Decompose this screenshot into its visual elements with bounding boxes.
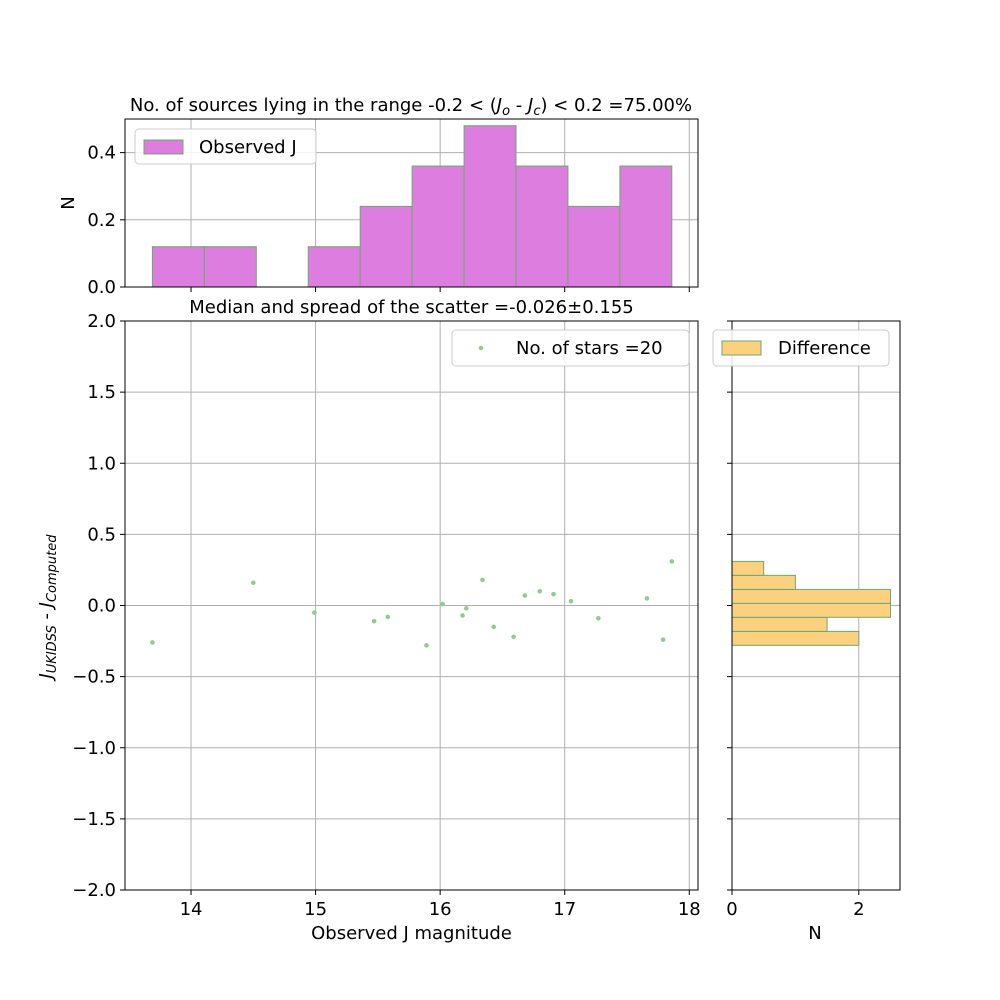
- scatter-point: [491, 624, 497, 630]
- side-x-tick-label: 2: [853, 899, 864, 920]
- top-title-part: c: [533, 104, 540, 119]
- top-hist-bar: [619, 165, 673, 288]
- side-hist-bar: [731, 616, 828, 632]
- top-hist-bar: [567, 205, 621, 288]
- side-hist-bar: [731, 574, 796, 590]
- side-legend: Difference: [712, 329, 890, 367]
- top-y-tick-label: 0.2: [87, 210, 116, 231]
- main-legend-label: No. of stars =20: [516, 338, 663, 359]
- side-legend-box: [712, 329, 890, 367]
- top-title-part: J: [525, 95, 533, 116]
- main-y-tick-label: 1.5: [87, 382, 116, 403]
- main-x-tick-label: 17: [553, 899, 576, 920]
- scatter-point: [669, 559, 675, 564]
- top-hist-bar: [203, 246, 257, 288]
- top-legend: Observed J: [134, 128, 317, 165]
- top-legend-label: Observed J: [199, 137, 297, 158]
- scatter-point: [251, 580, 256, 586]
- main-y-tick-label: −1.5: [72, 809, 116, 830]
- top-hist-bar: [359, 205, 413, 288]
- top-legend-box: [134, 128, 317, 165]
- scatter-point: [371, 618, 377, 624]
- main-y-tick-label: 2.0: [87, 311, 116, 332]
- side-x-tick-label: 0: [726, 899, 737, 920]
- main-y-axis-label-part: -: [36, 607, 57, 625]
- top-y-tick-label: 0.4: [87, 143, 116, 164]
- main-x-tick-label: 14: [180, 899, 203, 920]
- scatter-point: [596, 616, 601, 621]
- scatter-point: [551, 591, 556, 597]
- scatter-point: [464, 606, 469, 611]
- side-legend-label: Difference: [778, 338, 871, 359]
- top-hist-bar: [463, 125, 517, 288]
- top-y-axis-label: N: [58, 196, 79, 209]
- top-axes-frame: [124, 118, 699, 288]
- top-legend-swatch: [143, 139, 184, 155]
- main-x-tick-label: 15: [304, 899, 327, 920]
- main-y-tick-label: 1.0: [87, 453, 116, 474]
- scatter-point: [644, 596, 650, 601]
- scatter-point: [312, 610, 317, 615]
- top-title: No. of sources lying in the range -0.2 <…: [130, 95, 692, 119]
- main-y-axis-label-part: J: [36, 602, 57, 610]
- side-legend-swatch: [721, 340, 762, 356]
- top-title-part: -: [510, 95, 528, 116]
- side-x-axis-label: N: [808, 923, 821, 944]
- main-y-tick-label: −1.0: [72, 738, 116, 759]
- scatter-point: [424, 643, 429, 648]
- main-title: Median and spread of the scatter =-0.026…: [189, 297, 634, 318]
- main-y-axis-label-part: Computed: [45, 534, 60, 602]
- scatter-point: [440, 601, 445, 607]
- side-histogram-panel: 0 2 N Difference: [712, 320, 901, 944]
- scatter-point: [480, 577, 485, 583]
- scatter-point: [150, 640, 155, 645]
- main-legend-marker: [478, 345, 484, 351]
- scatter-point: [568, 598, 574, 604]
- side-hist-bar: [731, 588, 891, 604]
- main-x-tick-label: 18: [678, 899, 701, 920]
- main-legend: No. of stars =20: [451, 329, 690, 367]
- side-hist-bar: [731, 560, 765, 576]
- top-hist-bar: [411, 165, 465, 288]
- scatter-point: [660, 637, 666, 642]
- side-hist-bar: [731, 602, 891, 618]
- scatter-point: [460, 613, 465, 618]
- main-x-axis-label: Observed J magnitude: [311, 923, 512, 944]
- top-title-part: o: [502, 104, 510, 119]
- main-scatter-panel: 14 15 16 17 18 −2.0 −1.5 −1.0 −0.5 0.0 0.5 1.0 1.5 2.…: [36, 297, 701, 944]
- main-y-tick-label: 0.0: [87, 596, 116, 617]
- main-y-tick-label: −0.5: [72, 667, 116, 688]
- top-title-part: No. of sources lying in the range -0.2 <…: [130, 95, 497, 116]
- top-hist-bar: [151, 246, 205, 288]
- scatter-point: [385, 614, 391, 620]
- scatter-point: [522, 593, 528, 598]
- top-y-tick-label: 0.0: [87, 277, 116, 298]
- side-hist-bar: [731, 630, 860, 646]
- main-y-tick-label: −2.0: [72, 880, 116, 901]
- main-y-axis-label: JUKIDSS - JComputed: [36, 534, 60, 682]
- scatter-point: [511, 634, 516, 640]
- main-y-axis-label-part: J: [36, 673, 57, 681]
- main-y-axis-label-part: UKIDSS: [45, 625, 60, 673]
- top-title-part: J: [494, 95, 502, 116]
- top-histogram-panel: 0.0 0.2 0.4 N No. of sources lying in the ra…: [58, 95, 699, 298]
- top-hist-bar: [515, 165, 569, 288]
- top-hist-bar: [307, 246, 361, 288]
- main-legend-box: [451, 329, 690, 367]
- main-x-tick-label: 16: [429, 899, 452, 920]
- top-title-part: ) < 0.2 =75.00%: [540, 95, 692, 116]
- scatter-point: [537, 588, 543, 594]
- main-y-tick-label: 0.5: [87, 524, 116, 545]
